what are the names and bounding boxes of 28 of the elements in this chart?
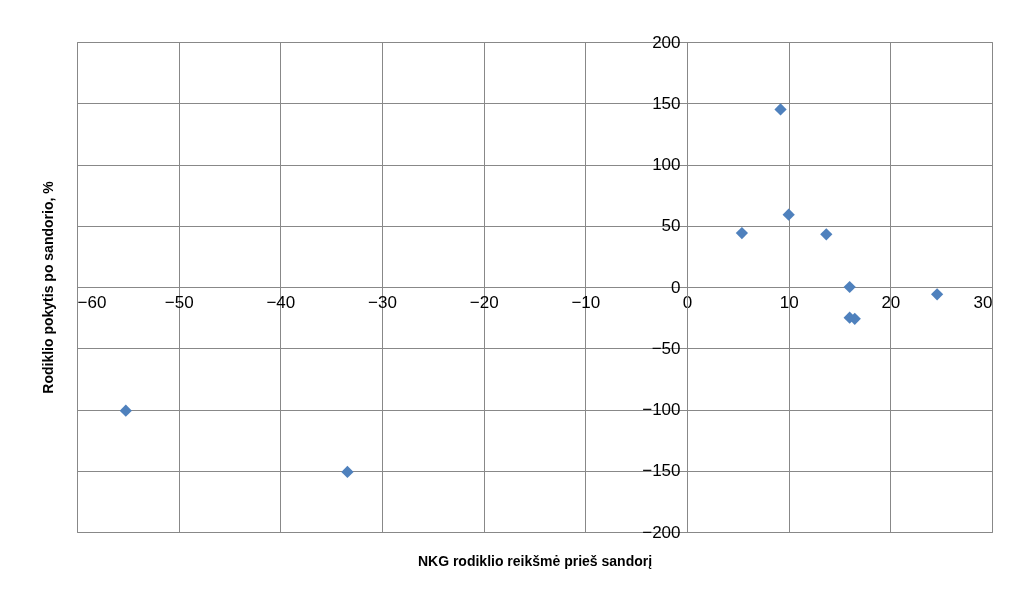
x-tick-label: 20 [881,292,901,312]
point [341,465,354,479]
x-tick-label: −10 [571,292,601,312]
y-tick-label: 50 [661,216,681,236]
x-tick-label: −60 [77,292,107,312]
x-tick-label: 30 [973,292,993,312]
x-tick-label: −20 [469,292,499,312]
y-axis-title: Rodiklio pokytis po sandorio, % [39,180,56,394]
x-tick-label: −30 [368,292,397,312]
x-tick-label: −50 [164,292,194,312]
x-axis-title: NKG rodiklio reikšmė prieš sandorį [417,552,653,569]
point [782,208,795,221]
y-tick-label: −150 [642,461,681,481]
point [930,288,944,301]
y-tick-label: 100 [652,155,681,174]
x-tick-label: −40 [266,292,296,312]
y-tick-label: 150 [652,93,681,113]
point [119,404,132,417]
y-tick-label: 200 [652,32,681,52]
x-tick-label: 10 [779,292,799,312]
point [820,228,833,241]
point [843,280,856,294]
point [735,226,749,240]
y-tick-label: −200 [642,522,681,542]
point [774,103,787,116]
y-tick-label: −100 [642,400,681,419]
y-tick-label: 0 [671,277,681,297]
y-tick-label: −50 [651,338,681,358]
